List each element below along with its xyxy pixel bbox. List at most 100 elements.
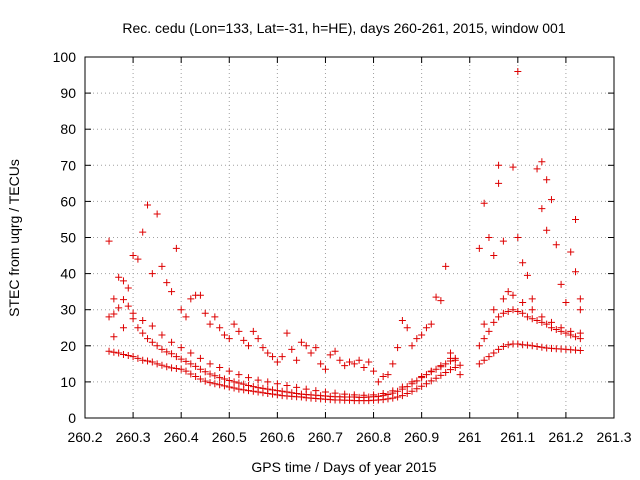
data-point: [278, 387, 286, 395]
data-point: [379, 372, 387, 380]
data-point: [365, 358, 373, 366]
data-point: [230, 320, 238, 328]
data-point: [245, 342, 253, 350]
data-point: [211, 313, 219, 321]
data-markers: [105, 67, 584, 405]
data-point: [389, 360, 397, 368]
data-point: [293, 389, 301, 397]
data-point: [384, 391, 392, 399]
data-point: [485, 234, 493, 241]
data-point: [321, 365, 329, 373]
data-point: [437, 371, 445, 379]
data-point: [475, 342, 483, 350]
data-point: [196, 354, 204, 362]
y-tick-label: 80: [60, 121, 76, 137]
data-point: [418, 382, 426, 390]
data-point: [528, 306, 536, 314]
data-point: [408, 378, 416, 386]
data-point: [144, 335, 152, 343]
data-point: [418, 331, 426, 339]
y-tick-label: 30: [60, 302, 76, 318]
x-tick-label: 260.9: [404, 429, 439, 445]
data-point: [495, 345, 503, 353]
data-point: [144, 357, 152, 365]
data-point: [163, 348, 171, 356]
data-point: [235, 327, 243, 335]
data-point: [398, 392, 406, 400]
data-point: [129, 252, 137, 260]
data-point: [245, 382, 253, 390]
data-point: [110, 333, 118, 341]
x-tick-label: 260.4: [164, 429, 199, 445]
grid-lines: [85, 57, 614, 418]
y-axis-label: STEC from uqrg / TECUs: [6, 159, 22, 317]
data-point: [451, 363, 459, 371]
y-tick-label: 100: [53, 49, 77, 65]
data-point: [105, 347, 113, 355]
data-point: [432, 374, 440, 382]
data-point: [211, 380, 219, 388]
data-point: [528, 295, 536, 303]
data-point: [427, 367, 435, 375]
data-point: [514, 340, 522, 348]
data-point: [220, 331, 228, 339]
data-point: [374, 392, 382, 400]
data-point: [192, 372, 200, 380]
data-point: [206, 320, 214, 328]
data-point: [115, 349, 123, 357]
data-point: [307, 349, 315, 357]
data-point: [495, 313, 503, 321]
data-point: [148, 338, 156, 346]
data-point: [148, 358, 156, 366]
data-point: [523, 271, 531, 279]
x-tick-label: 261: [458, 429, 482, 445]
data-point: [115, 273, 123, 281]
data-point: [119, 324, 127, 332]
data-point: [168, 338, 176, 346]
data-point: [134, 255, 142, 263]
data-point: [187, 349, 195, 357]
data-point: [259, 384, 267, 392]
data-point: [302, 342, 310, 350]
data-point: [119, 350, 127, 358]
data-point: [576, 306, 584, 314]
data-point: [576, 295, 584, 303]
data-point: [528, 315, 536, 323]
data-point: [514, 234, 522, 241]
data-point: [201, 309, 209, 317]
data-point: [206, 370, 214, 378]
data-point: [413, 335, 421, 343]
data-point: [110, 295, 118, 303]
y-tick-labels: 0 10 20 30 40 50 60 70 80 90 100: [53, 49, 77, 426]
data-point: [139, 356, 147, 364]
data-point: [451, 356, 459, 364]
data-point: [422, 371, 430, 379]
data-point: [509, 163, 517, 171]
data-point: [312, 387, 320, 395]
data-point: [240, 380, 248, 388]
data-point: [427, 320, 435, 328]
data-point: [158, 361, 166, 369]
data-point: [124, 284, 132, 292]
x-tick-label: 260.3: [116, 429, 151, 445]
data-point: [475, 244, 483, 252]
y-tick-label: 50: [60, 230, 76, 246]
data-point: [480, 320, 488, 328]
data-point: [273, 358, 281, 366]
data-point: [264, 385, 272, 393]
data-point: [192, 362, 200, 370]
data-point: [519, 259, 527, 267]
data-point: [134, 354, 142, 362]
data-point: [254, 376, 262, 384]
data-point: [480, 199, 488, 207]
data-point: [148, 270, 156, 278]
data-point: [172, 365, 180, 373]
data-point: [557, 280, 565, 288]
data-point: [514, 308, 522, 316]
data-point: [572, 333, 580, 341]
data-point: [269, 386, 277, 394]
data-point: [187, 295, 195, 303]
data-point: [168, 288, 176, 296]
data-point: [533, 317, 541, 325]
